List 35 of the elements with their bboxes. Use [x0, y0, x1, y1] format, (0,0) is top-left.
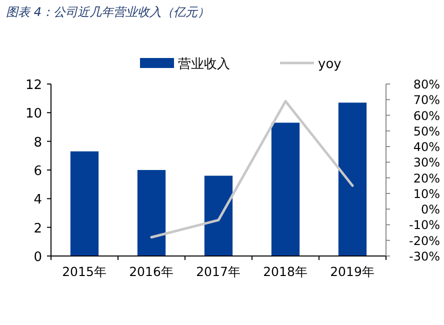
y2-tick-label: -10%: [408, 218, 440, 232]
y2-tick-label: -20%: [408, 234, 440, 248]
y-tick-label: 2: [34, 221, 42, 236]
bar: [204, 176, 233, 256]
y-tick-label: 4: [34, 192, 42, 208]
bar: [70, 151, 99, 256]
y-tick-label: 10: [25, 106, 42, 122]
legend-label: yoy: [318, 57, 342, 72]
y-tick-label: 8: [34, 135, 42, 150]
x-tick-label: 2019年: [330, 264, 375, 279]
y-tick-label: 6: [34, 164, 42, 179]
y2-tick-label: 70%: [413, 93, 440, 108]
y2-tick-label: 40%: [413, 140, 440, 154]
y-tick-label: 0: [34, 250, 42, 265]
line-series: [150, 100, 354, 238]
y2-tick-label: 10%: [413, 186, 440, 201]
x-tick-label: 2018年: [263, 264, 308, 279]
y2-tick-label: 30%: [413, 156, 440, 170]
legend-营业收入: 营业收入: [140, 57, 230, 72]
y2-tick-label: 80%: [413, 78, 440, 92]
y2-tick-label: 50%: [413, 124, 440, 138]
legend-yoy: yoy: [280, 57, 342, 72]
x-tick-label: 2015年: [62, 264, 107, 279]
bar: [338, 102, 367, 256]
y2-tick-label: -30%: [408, 250, 440, 264]
y2-tick-label: 60%: [413, 108, 440, 123]
y2-tick-label: 20%: [413, 171, 440, 186]
legend-label: 营业收入: [178, 57, 230, 72]
x-tick-label: 2016年: [129, 264, 174, 279]
bar: [271, 122, 300, 256]
bar: [137, 170, 166, 256]
x-tick-label: 2017年: [196, 264, 241, 279]
y-tick-label: 12: [25, 78, 42, 93]
chart-title: 图表 4：公司近几年营业收入（亿元）: [6, 5, 210, 19]
y2-tick-label: 0%: [420, 202, 440, 217]
